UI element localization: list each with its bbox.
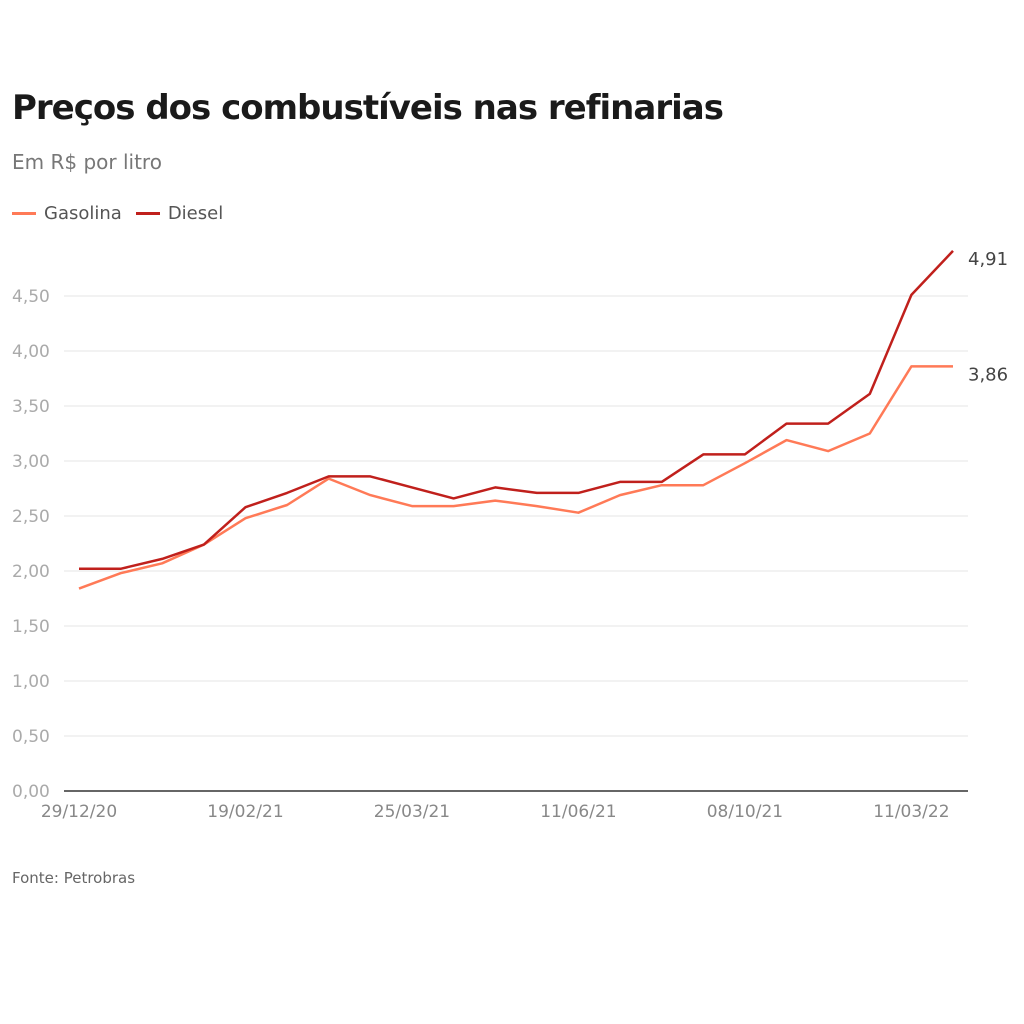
legend-swatch-diesel bbox=[135, 212, 160, 215]
x-axis: 29/12/20 19/02/21 25/03/21 11/06/21 08/10/21… bbox=[41, 790, 968, 822]
y-tick-label: 0,50 bbox=[12, 727, 50, 747]
series-line-diesel bbox=[79, 250, 954, 571]
x-tick-label: 11/06/21 bbox=[540, 802, 616, 822]
x-tick-label: 19/02/21 bbox=[207, 802, 283, 822]
x-tick-label: 25/03/21 bbox=[374, 802, 450, 822]
y-tick-label: 2,00 bbox=[12, 562, 50, 582]
series-lines bbox=[78, 250, 954, 590]
legend-label-diesel: Diesel bbox=[167, 203, 224, 224]
series-line-gasolina bbox=[78, 365, 953, 590]
y-tick-label: 1,00 bbox=[12, 672, 50, 692]
end-label-diesel: 4,91 bbox=[968, 249, 1008, 270]
y-tick-label: 3,00 bbox=[12, 452, 50, 472]
legend-swatch-gasolina bbox=[12, 212, 36, 215]
x-tick-label: 11/03/22 bbox=[873, 802, 949, 822]
chart-title: Preços dos combustíveis nas refinarias bbox=[12, 88, 724, 128]
y-tick-label: 1,50 bbox=[12, 617, 50, 637]
chart-subtitle: Em R$ por litro bbox=[12, 150, 162, 174]
end-labels: 3,86 4,91 bbox=[968, 249, 1008, 386]
y-tick-label: 4,50 bbox=[12, 287, 50, 307]
legend-item-diesel: Diesel bbox=[135, 203, 224, 224]
y-tick-label: 2,50 bbox=[12, 507, 50, 527]
end-label-gasolina: 3,86 bbox=[968, 364, 1008, 385]
y-tick-label: 4,00 bbox=[12, 342, 50, 362]
legend: Gasolina Diesel bbox=[12, 203, 237, 224]
legend-item-gasolina: Gasolina bbox=[12, 203, 122, 224]
y-tick-label: 3,50 bbox=[12, 397, 50, 417]
y-tick-label: 0,00 bbox=[12, 782, 50, 802]
source-note: Fonte: Petrobras bbox=[12, 869, 136, 887]
legend-label-gasolina: Gasolina bbox=[44, 203, 122, 224]
gridlines bbox=[64, 295, 968, 737]
y-axis: 0,00 0,50 1,00 1,50 2,00 2,50 3,00 3,50 4,00 4,50 bbox=[12, 287, 50, 802]
x-tick-label: 08/10/21 bbox=[707, 802, 783, 822]
x-tick-label: 29/12/20 bbox=[41, 802, 117, 822]
